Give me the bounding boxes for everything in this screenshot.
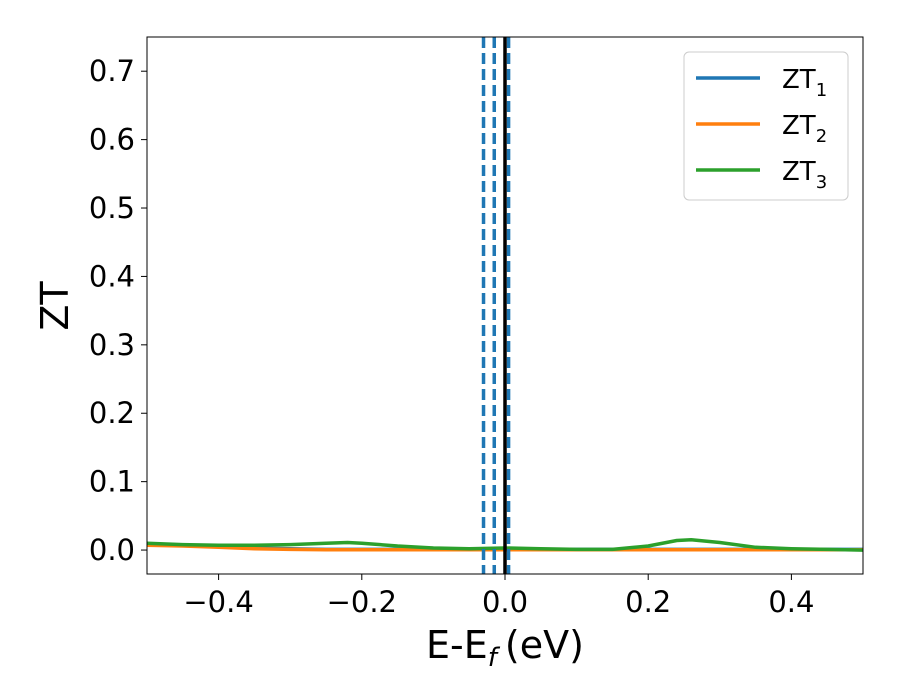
x-axis-title: E-Ef (eV) bbox=[426, 623, 584, 673]
legend-label-main: ZT bbox=[782, 65, 816, 95]
x-tick-label: 0.4 bbox=[768, 585, 814, 619]
y-tick-label: 0.3 bbox=[89, 328, 135, 362]
y-tick-label: 0.5 bbox=[89, 191, 135, 225]
x-tick-label: 0.0 bbox=[482, 585, 528, 619]
y-tick-label: 0.7 bbox=[89, 54, 135, 88]
y-tick-label: 0.4 bbox=[89, 259, 135, 293]
legend-label-subscript: 1 bbox=[816, 80, 827, 101]
y-tick-label: 0.0 bbox=[89, 533, 135, 567]
legend-label: ZT3 bbox=[782, 157, 827, 193]
legend-label-main: ZT bbox=[782, 157, 816, 187]
x-tick-label: −0.4 bbox=[183, 585, 253, 619]
y-axis-title: ZT bbox=[33, 281, 77, 331]
legend-box bbox=[683, 51, 849, 201]
y-tick-label: 0.2 bbox=[89, 396, 135, 430]
legend-label: ZT1 bbox=[782, 65, 827, 101]
y-tick-label: 0.6 bbox=[89, 123, 135, 157]
x-axis-title-subscript: f bbox=[488, 643, 501, 673]
legend-label-main: ZT bbox=[782, 111, 816, 141]
legend-label-subscript: 3 bbox=[816, 172, 827, 193]
plot-area bbox=[147, 37, 863, 574]
x-tick-label: 0.2 bbox=[625, 585, 671, 619]
y-tick-label: 0.1 bbox=[89, 465, 135, 499]
x-axis-title-main: E-E bbox=[426, 623, 488, 667]
axes: −0.4 −0.2 0.0 0.2 0.4 0.0 0.1 0.2 0.3 0.4 0.5 0.6 0.… bbox=[89, 36, 864, 619]
x-axis-title-unit: (eV) bbox=[505, 623, 584, 667]
legend-label: ZT2 bbox=[782, 111, 827, 147]
legend-label-subscript: 2 bbox=[816, 126, 827, 147]
x-tick-label: −0.2 bbox=[327, 585, 397, 619]
